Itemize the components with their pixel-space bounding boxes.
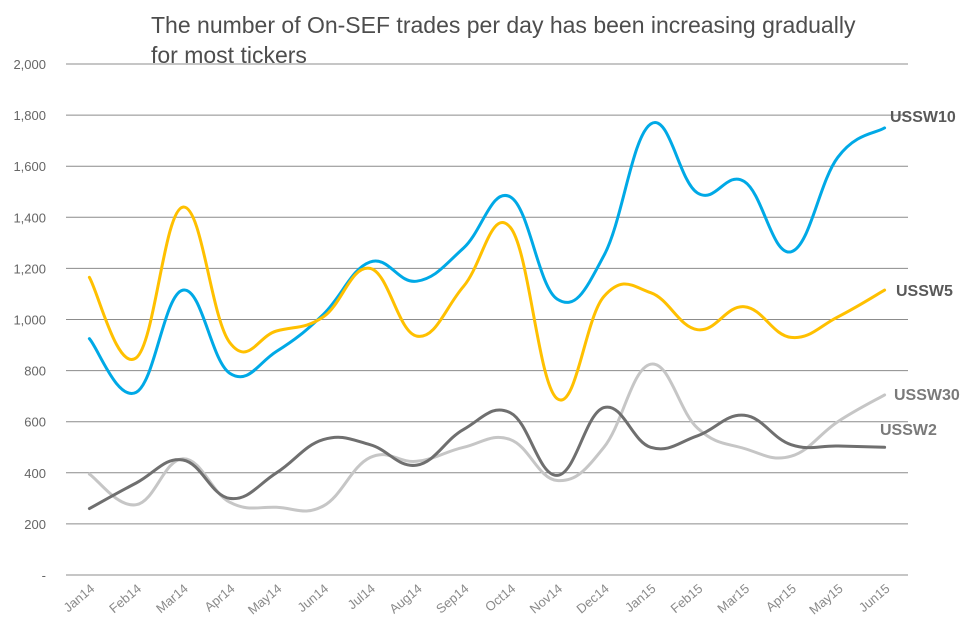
series-label-ussw30: USSW30 — [894, 387, 960, 404]
series-label-ussw5: USSW5 — [896, 283, 953, 300]
x-tick-label: Feb15 — [668, 581, 706, 616]
x-tick-label: May15 — [806, 581, 846, 618]
chart-title: The number of On-SEF trades per day has … — [151, 12, 856, 68]
series-line-ussw30 — [87, 362, 887, 513]
series-lines — [87, 121, 887, 513]
x-tick-label: Mar14 — [153, 581, 191, 616]
x-tick-label: Jan14 — [61, 581, 98, 615]
y-tick-label: 400 — [24, 466, 46, 481]
y-tick-label: 1,800 — [13, 108, 46, 123]
gridlines — [66, 63, 908, 576]
y-tick-label: 600 — [24, 415, 46, 430]
y-tick-label: 1,200 — [13, 261, 46, 276]
x-tick-label: Jun15 — [856, 581, 893, 615]
x-tick-label: Nov14 — [527, 581, 565, 617]
y-tick-label: 800 — [24, 364, 46, 379]
series-label-ussw2: USSW2 — [880, 422, 937, 439]
series-line-ussw5 — [87, 205, 887, 402]
y-tick-label: 1,000 — [13, 313, 46, 328]
x-tick-label: Apr14 — [201, 581, 237, 615]
x-tick-label: Jun14 — [294, 581, 331, 615]
x-tick-label: Oct14 — [482, 581, 518, 615]
y-tick-label: - — [42, 568, 46, 583]
x-tick-label: Mar15 — [714, 581, 752, 616]
y-tick-label: 1,600 — [13, 159, 46, 174]
y-tick-label: 2,000 — [13, 57, 46, 72]
x-tick-label: Jan15 — [622, 581, 659, 615]
series-line-ussw10 — [87, 121, 887, 395]
x-tick-label: May14 — [245, 581, 285, 618]
series-labels: USSW10 USSW5 USSW30 USSW2 — [880, 109, 960, 439]
x-tick-label: Aug14 — [386, 581, 424, 617]
x-tick-label: Jul14 — [345, 581, 378, 612]
x-tick-label: Dec14 — [573, 581, 611, 617]
y-tick-label: 200 — [24, 517, 46, 532]
x-tick-label: Sep14 — [433, 581, 471, 617]
series-label-ussw10: USSW10 — [890, 109, 956, 126]
series-line-ussw2 — [87, 405, 887, 511]
x-tick-label: Feb14 — [106, 581, 144, 616]
x-axis-ticks: Jan14 Feb14 Mar14 Apr14 May14 Jun14 Jul14 Aug14… — [61, 581, 893, 618]
y-tick-label: 1,400 — [13, 210, 46, 225]
y-axis-ticks: - 200 400 600 800 1,000 1,200 1,400 1,600 1,800 2,… — [13, 57, 46, 583]
x-tick-label: Apr15 — [763, 581, 799, 615]
